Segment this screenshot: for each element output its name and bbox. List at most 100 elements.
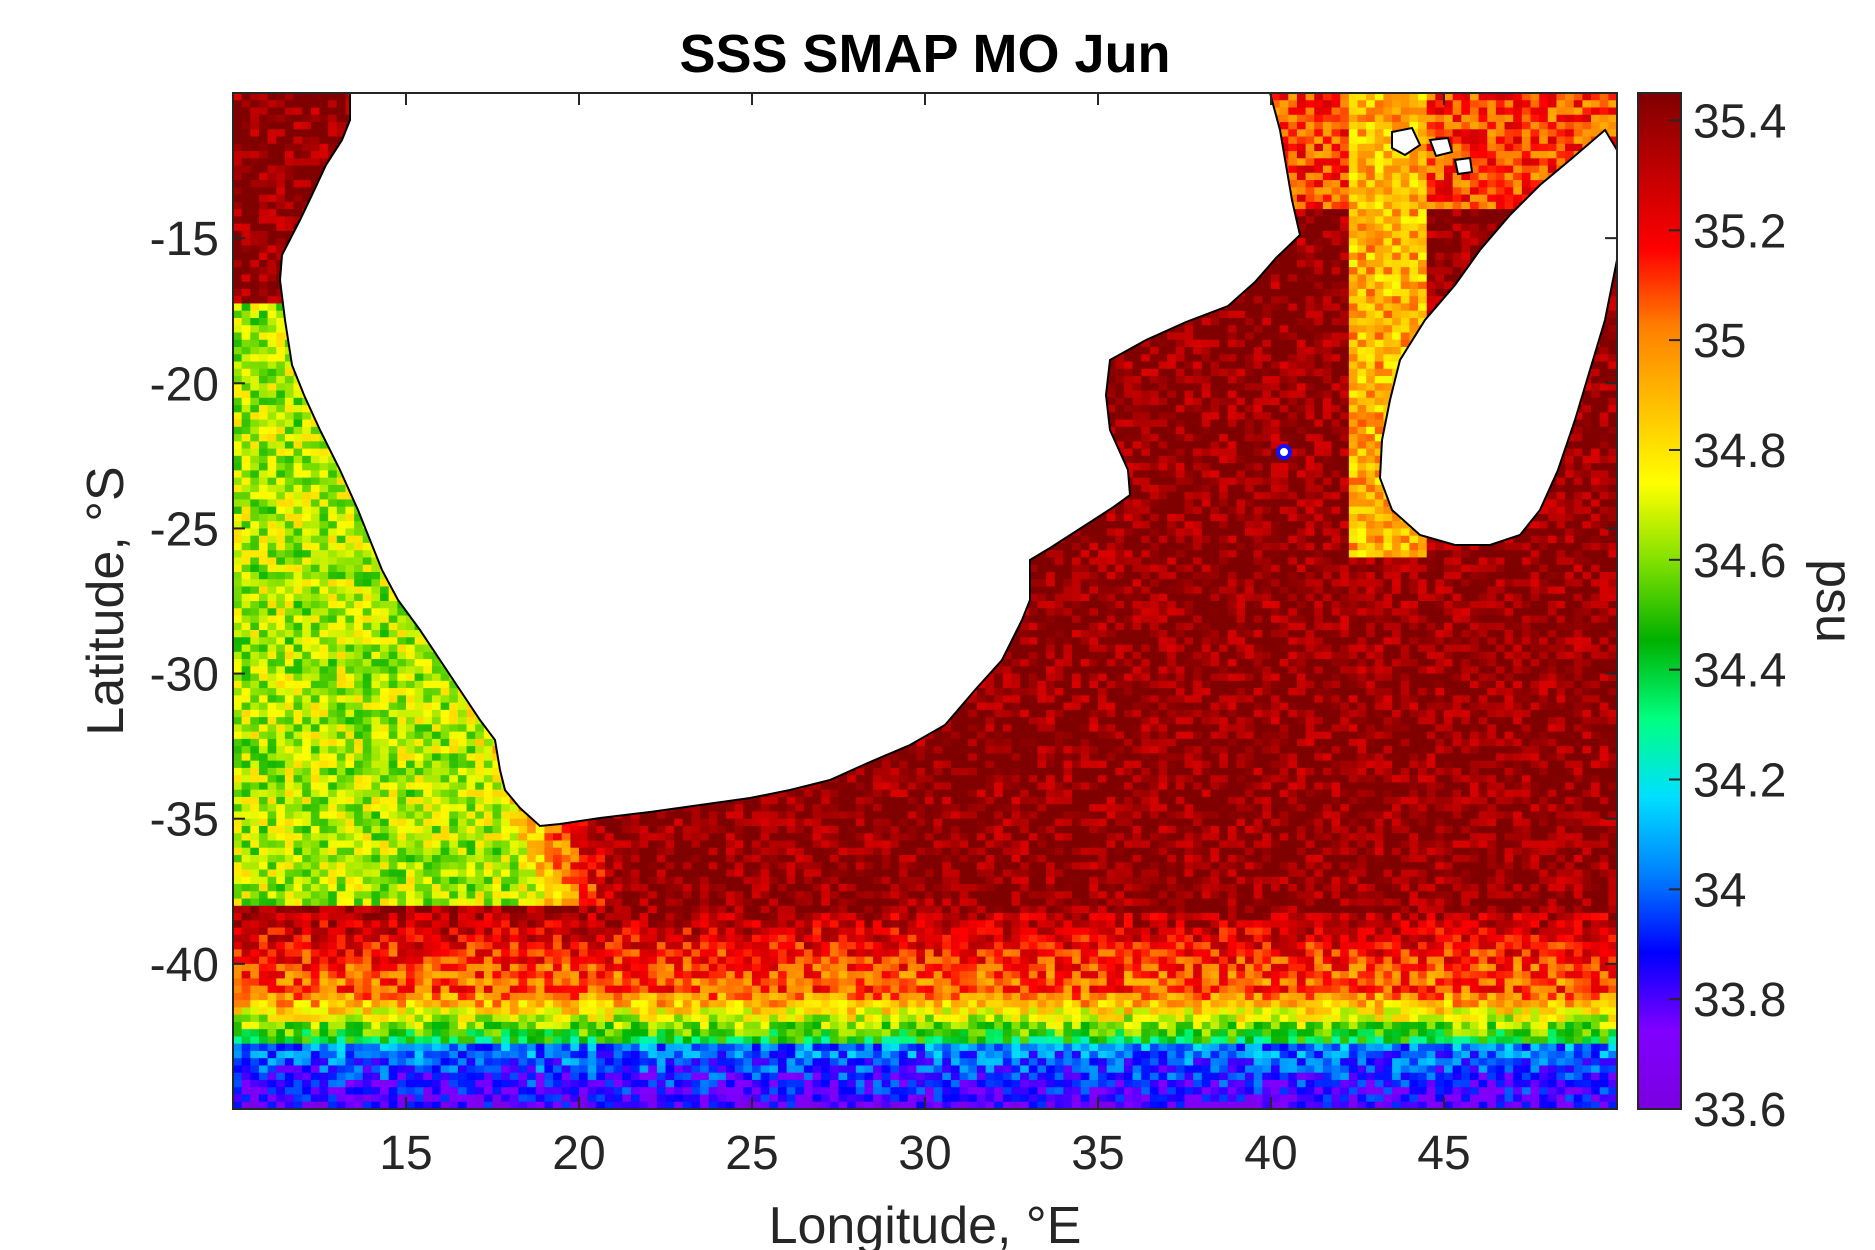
salinity-cell: [276, 143, 286, 152]
salinity-cell: [1469, 165, 1480, 174]
salinity-cell: [1262, 281, 1272, 290]
salinity-cell: [1340, 223, 1350, 232]
salinity-cell: [1409, 310, 1419, 319]
salinity-cell: [302, 194, 312, 203]
salinity-cell: [267, 136, 277, 145]
salinity-cell: [250, 100, 260, 109]
salinity-cell: [1547, 136, 1558, 145]
salinity-cell: [1279, 267, 1289, 276]
salinity-cell: [1426, 209, 1436, 217]
salinity-cell: [241, 107, 251, 116]
salinity-cell: [1452, 194, 1462, 203]
salinity-cell: [1340, 252, 1350, 261]
salinity-cell: [1296, 296, 1307, 305]
salinity-cell: [233, 114, 243, 123]
salinity-cell: [1279, 100, 1289, 109]
salinity-cell: [1374, 122, 1385, 130]
salinity-cell: [1314, 143, 1324, 152]
salinity-cell: [1495, 136, 1506, 145]
salinity-cell: [1383, 129, 1393, 138]
salinity-cell: [1296, 172, 1307, 181]
salinity-cell: [1435, 194, 1445, 203]
salinity-cell: [1245, 288, 1255, 297]
salinity-cell: [302, 151, 312, 159]
salinity-cell: [1400, 180, 1410, 188]
salinity-cell: [1279, 122, 1289, 130]
salinity-cell: [302, 165, 312, 174]
salinity-cell: [1530, 129, 1540, 138]
salinity-cell: [1357, 129, 1367, 138]
salinity-cell: [267, 165, 277, 174]
salinity-cell: [1279, 136, 1289, 145]
salinity-cell: [1322, 223, 1333, 232]
salinity-cell: [258, 114, 269, 123]
salinity-cell: [1305, 93, 1315, 101]
salinity-cell: [1331, 158, 1341, 167]
salinity-cell: [284, 100, 295, 109]
salinity-cell: [258, 296, 269, 305]
salinity-cell: [293, 136, 303, 145]
salinity-cell: [1495, 187, 1506, 196]
salinity-cell: [241, 267, 251, 276]
salinity-cell: [241, 143, 251, 152]
salinity-cell: [1348, 107, 1359, 116]
salinity-cell: [1400, 238, 1410, 246]
salinity-cell: [267, 288, 277, 297]
salinity-cell: [1444, 107, 1454, 116]
salinity-cell: [1348, 194, 1359, 203]
salinity-cell: [1322, 267, 1333, 276]
salinity-cell: [1400, 187, 1410, 196]
salinity-cell: [276, 194, 286, 203]
salinity-cell: [1400, 122, 1410, 130]
salinity-cell: [233, 100, 243, 109]
salinity-cell: [1288, 288, 1298, 297]
salinity-cell: [1374, 274, 1385, 283]
salinity-cell: [1478, 209, 1488, 217]
salinity-cell: [250, 252, 260, 261]
salinity-cell: [267, 114, 277, 123]
salinity-cell: [1444, 151, 1454, 159]
salinity-cell: [1279, 303, 1289, 312]
salinity-cell: [1426, 201, 1436, 210]
salinity-cell: [233, 136, 243, 145]
salinity-cell: [250, 107, 260, 116]
salinity-cell: [1314, 288, 1324, 297]
salinity-cell: [1305, 151, 1315, 159]
salinity-cell: [276, 100, 286, 109]
salinity-cell: [1530, 172, 1540, 181]
salinity-cell: [1565, 136, 1575, 145]
salinity-cell: [1314, 122, 1324, 130]
salinity-cell: [1366, 310, 1376, 319]
salinity-cell: [293, 93, 303, 101]
salinity-cell: [1452, 151, 1462, 159]
salinity-cell: [1288, 165, 1298, 174]
salinity-cell: [1556, 143, 1566, 152]
salinity-cell: [250, 274, 260, 283]
salinity-cell: [250, 158, 260, 167]
salinity-cell: [1383, 274, 1393, 283]
salinity-cell: [1478, 107, 1488, 116]
salinity-cell: [1487, 114, 1497, 123]
salinity-cell: [310, 93, 321, 101]
salinity-cell: [1296, 180, 1307, 188]
salinity-cell: [1322, 107, 1333, 116]
salinity-cell: [1374, 114, 1385, 123]
salinity-cell: [1296, 267, 1307, 276]
salinity-cell: [328, 93, 338, 101]
salinity-cell: [1314, 136, 1324, 145]
salinity-cell: [1547, 165, 1558, 174]
salinity-cell: [328, 100, 338, 109]
salinity-cell: [1435, 274, 1445, 283]
salinity-cell: [336, 93, 347, 101]
salinity-cell: [1461, 245, 1471, 254]
salinity-cell: [1469, 151, 1480, 159]
salinity-cell: [250, 129, 260, 138]
salinity-cell: [1383, 238, 1393, 246]
salinity-cell: [1348, 303, 1359, 312]
salinity-cell: [1322, 259, 1333, 268]
salinity-cell: [241, 296, 251, 305]
salinity-cell: [1296, 216, 1307, 225]
salinity-cell: [1418, 143, 1428, 152]
salinity-cell: [1504, 194, 1514, 203]
salinity-cell: [1392, 194, 1402, 203]
